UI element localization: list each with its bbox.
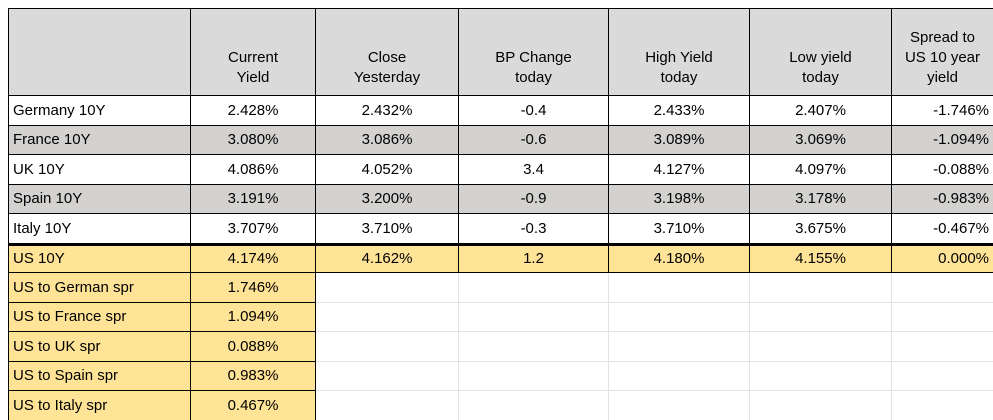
- data-cell[interactable]: 3.069%: [750, 125, 892, 155]
- row-label[interactable]: US to German spr: [9, 273, 191, 303]
- empty-cell[interactable]: [609, 332, 750, 362]
- data-cell[interactable]: -0.9: [459, 184, 609, 214]
- row-label[interactable]: Germany 10Y: [9, 96, 191, 126]
- column-header-high-yield-today[interactable]: High Yield today: [609, 9, 750, 96]
- empty-cell[interactable]: [609, 273, 750, 303]
- column-header-current-yield[interactable]: Current Yield: [191, 9, 316, 96]
- data-cell[interactable]: 1.2: [459, 243, 609, 273]
- data-cell[interactable]: 4.127%: [609, 155, 750, 185]
- data-cell[interactable]: 3.200%: [316, 184, 459, 214]
- row-label[interactable]: US to Spain spr: [9, 361, 191, 391]
- table-row-us-france-spread: US to France spr 1.094%: [9, 302, 993, 332]
- empty-cell[interactable]: [750, 332, 892, 362]
- data-cell[interactable]: -0.088%: [892, 155, 993, 185]
- empty-cell[interactable]: [459, 391, 609, 420]
- data-cell[interactable]: 3.675%: [750, 214, 892, 244]
- empty-cell[interactable]: [892, 302, 993, 332]
- empty-cell[interactable]: [316, 332, 459, 362]
- data-cell[interactable]: 3.710%: [316, 214, 459, 244]
- data-cell[interactable]: 3.080%: [191, 125, 316, 155]
- table-row-germany-10y: Germany 10Y 2.428% 2.432% -0.4 2.433% 2.…: [9, 96, 993, 126]
- data-cell[interactable]: 3.707%: [191, 214, 316, 244]
- data-cell[interactable]: -1.094%: [892, 125, 993, 155]
- data-cell[interactable]: 4.086%: [191, 155, 316, 185]
- empty-cell[interactable]: [316, 391, 459, 420]
- table-row-us-german-spread: US to German spr 1.746%: [9, 273, 993, 303]
- table-row-us-italy-spread: US to Italy spr 0.467%: [9, 391, 993, 420]
- empty-cell[interactable]: [609, 361, 750, 391]
- data-cell[interactable]: 3.710%: [609, 214, 750, 244]
- data-cell[interactable]: 3.4: [459, 155, 609, 185]
- data-cell[interactable]: 1.746%: [191, 273, 316, 303]
- empty-cell[interactable]: [750, 391, 892, 420]
- empty-cell[interactable]: [316, 273, 459, 303]
- row-label[interactable]: US to UK spr: [9, 332, 191, 362]
- row-label[interactable]: US 10Y: [9, 243, 191, 273]
- row-label[interactable]: US to Italy spr: [9, 391, 191, 420]
- table-row-us-10y: US 10Y 4.174% 4.162% 1.2 4.180% 4.155% 0…: [9, 243, 993, 273]
- data-cell[interactable]: 4.052%: [316, 155, 459, 185]
- empty-cell[interactable]: [892, 273, 993, 303]
- data-cell[interactable]: 2.407%: [750, 96, 892, 126]
- data-cell[interactable]: 3.191%: [191, 184, 316, 214]
- empty-cell[interactable]: [609, 302, 750, 332]
- data-cell[interactable]: 1.094%: [191, 302, 316, 332]
- empty-cell[interactable]: [316, 302, 459, 332]
- data-cell[interactable]: -0.4: [459, 96, 609, 126]
- data-cell[interactable]: 4.097%: [750, 155, 892, 185]
- data-cell[interactable]: 4.155%: [750, 243, 892, 273]
- data-cell[interactable]: 3.198%: [609, 184, 750, 214]
- data-cell[interactable]: 3.086%: [316, 125, 459, 155]
- empty-cell[interactable]: [750, 302, 892, 332]
- table-row-spain-10y: Spain 10Y 3.191% 3.200% -0.9 3.198% 3.17…: [9, 184, 993, 214]
- empty-cell[interactable]: [892, 391, 993, 420]
- empty-cell[interactable]: [892, 361, 993, 391]
- table-row-us-spain-spread: US to Spain spr 0.983%: [9, 361, 993, 391]
- row-label[interactable]: US to France spr: [9, 302, 191, 332]
- header-row: Current Yield Close Yesterday BP Change …: [9, 9, 993, 96]
- empty-cell[interactable]: [459, 332, 609, 362]
- data-cell[interactable]: 0.983%: [191, 361, 316, 391]
- empty-cell[interactable]: [459, 273, 609, 303]
- data-cell[interactable]: 4.174%: [191, 243, 316, 273]
- empty-cell[interactable]: [609, 391, 750, 420]
- data-cell[interactable]: 2.428%: [191, 96, 316, 126]
- data-cell[interactable]: -1.746%: [892, 96, 993, 126]
- data-cell[interactable]: 0.467%: [191, 391, 316, 420]
- data-cell[interactable]: -0.6: [459, 125, 609, 155]
- column-header-close-yesterday[interactable]: Close Yesterday: [316, 9, 459, 96]
- data-cell[interactable]: 3.178%: [750, 184, 892, 214]
- empty-cell[interactable]: [459, 361, 609, 391]
- empty-cell[interactable]: [750, 361, 892, 391]
- data-cell[interactable]: 4.180%: [609, 243, 750, 273]
- data-cell[interactable]: 2.433%: [609, 96, 750, 126]
- row-label[interactable]: Spain 10Y: [9, 184, 191, 214]
- table-row-france-10y: France 10Y 3.080% 3.086% -0.6 3.089% 3.0…: [9, 125, 993, 155]
- row-label[interactable]: Italy 10Y: [9, 214, 191, 244]
- data-cell[interactable]: 3.089%: [609, 125, 750, 155]
- empty-cell[interactable]: [750, 273, 892, 303]
- table-row-italy-10y: Italy 10Y 3.707% 3.710% -0.3 3.710% 3.67…: [9, 214, 993, 244]
- empty-cell[interactable]: [316, 361, 459, 391]
- column-header-bp-change-today[interactable]: BP Change today: [459, 9, 609, 96]
- empty-cell[interactable]: [459, 302, 609, 332]
- yields-table: Current Yield Close Yesterday BP Change …: [8, 8, 993, 420]
- column-header-low-yield-today[interactable]: Low yield today: [750, 9, 892, 96]
- column-header-spread-to-us[interactable]: Spread to US 10 year yield: [892, 9, 993, 96]
- row-label[interactable]: UK 10Y: [9, 155, 191, 185]
- data-cell[interactable]: 4.162%: [316, 243, 459, 273]
- row-label[interactable]: France 10Y: [9, 125, 191, 155]
- data-cell[interactable]: 0.088%: [191, 332, 316, 362]
- table-row-uk-10y: UK 10Y 4.086% 4.052% 3.4 4.127% 4.097% -…: [9, 155, 993, 185]
- data-cell[interactable]: -0.467%: [892, 214, 993, 244]
- data-cell[interactable]: 0.000%: [892, 243, 993, 273]
- empty-cell[interactable]: [892, 332, 993, 362]
- corner-header-cell[interactable]: [9, 9, 191, 96]
- table-row-us-uk-spread: US to UK spr 0.088%: [9, 332, 993, 362]
- data-cell[interactable]: -0.983%: [892, 184, 993, 214]
- data-cell[interactable]: 2.432%: [316, 96, 459, 126]
- data-cell[interactable]: -0.3: [459, 214, 609, 244]
